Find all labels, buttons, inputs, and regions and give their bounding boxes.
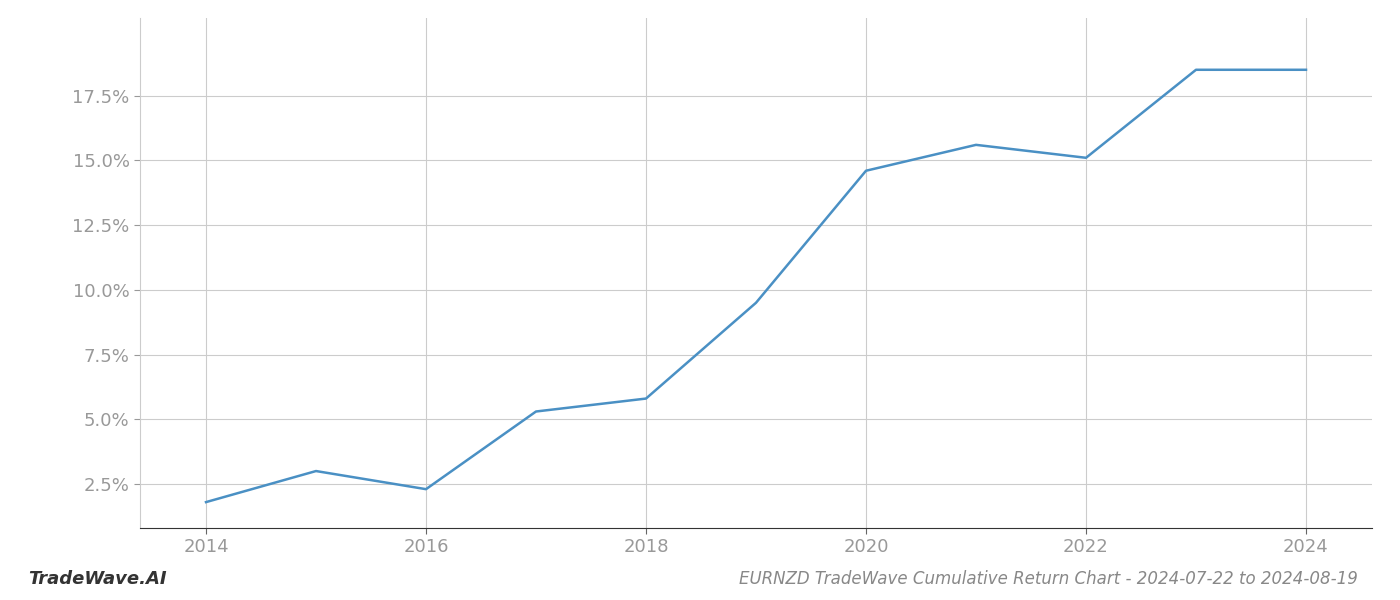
- Text: TradeWave.AI: TradeWave.AI: [28, 570, 167, 588]
- Text: EURNZD TradeWave Cumulative Return Chart - 2024-07-22 to 2024-08-19: EURNZD TradeWave Cumulative Return Chart…: [739, 570, 1358, 588]
